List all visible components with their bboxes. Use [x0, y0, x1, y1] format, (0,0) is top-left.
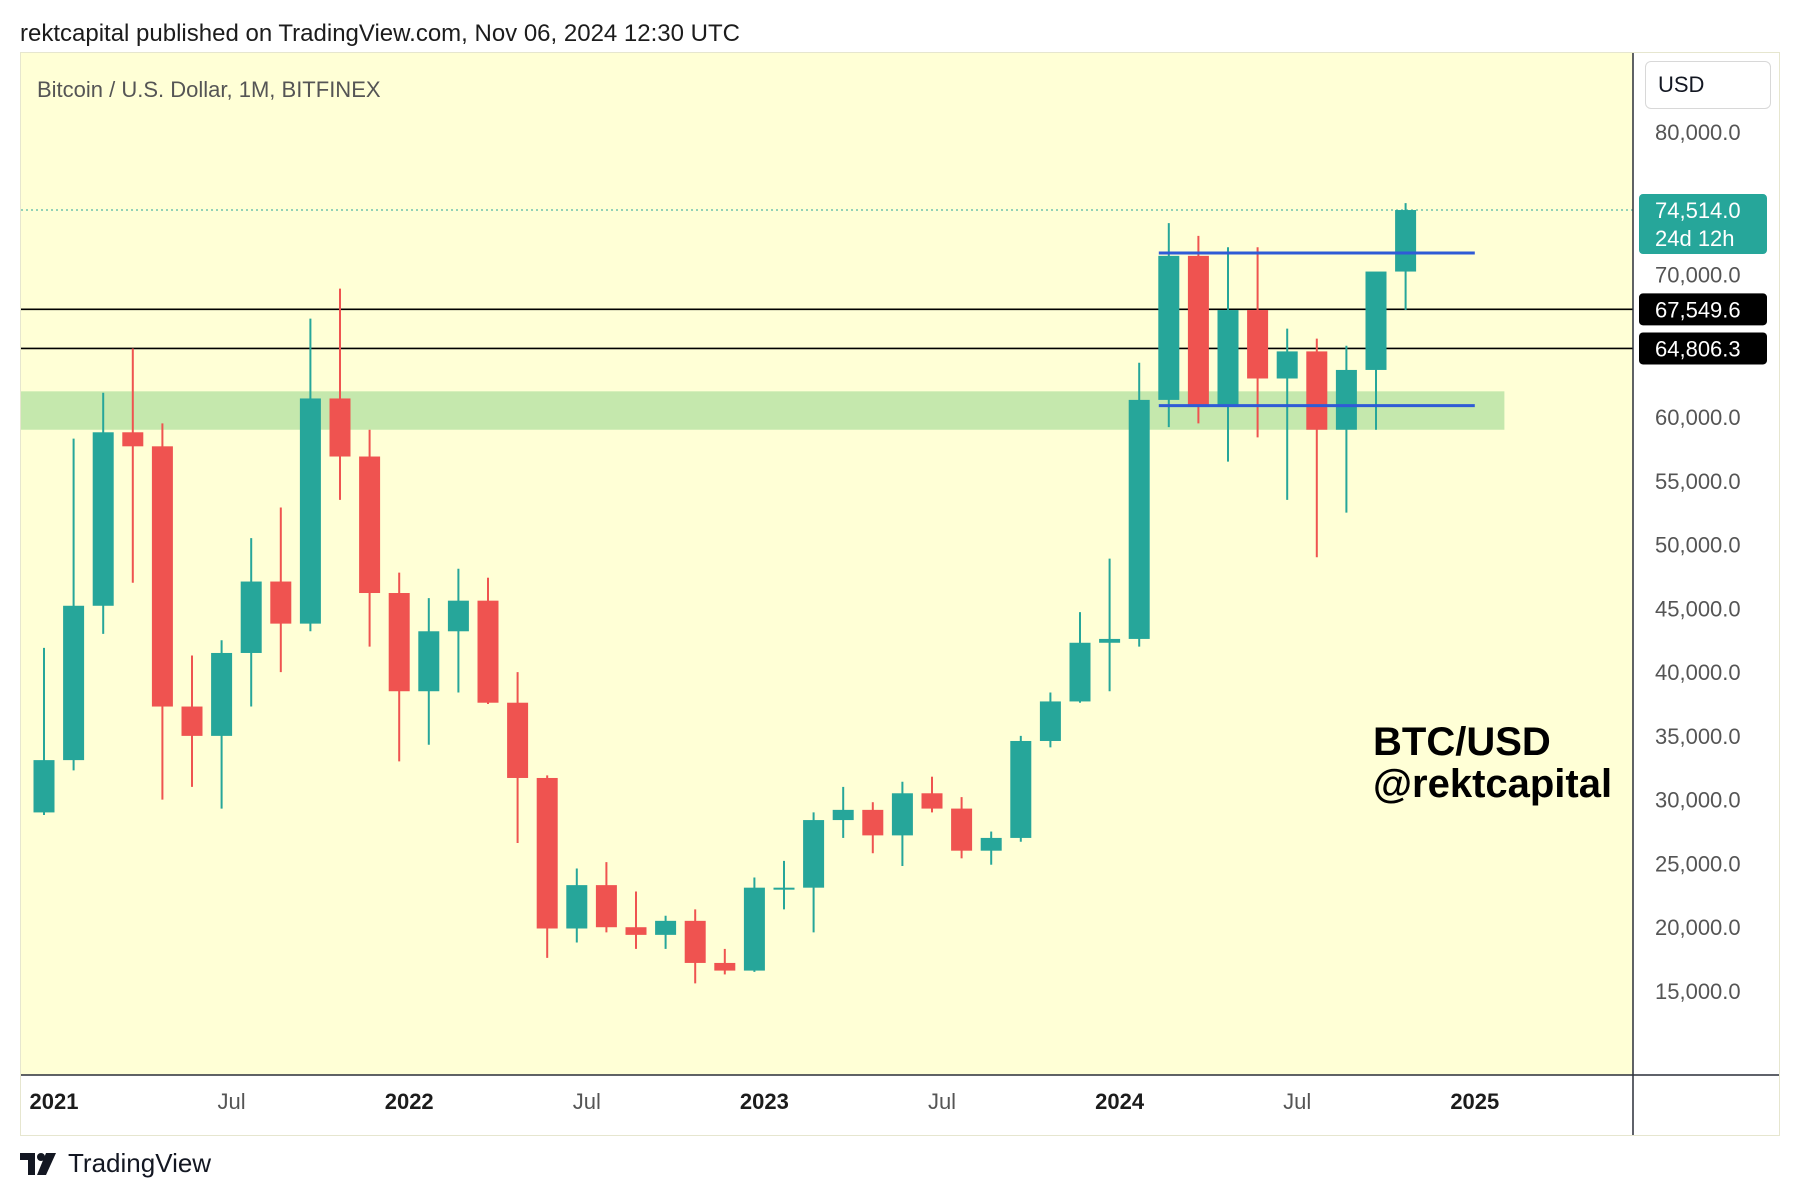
candle-body[interactable]: [655, 920, 677, 935]
candle-body[interactable]: [388, 593, 410, 692]
candle-body[interactable]: [1217, 310, 1239, 408]
watermark-author: @rektcapital: [1373, 762, 1613, 806]
x-tick-label: 2022: [385, 1089, 434, 1114]
y-tick-label: 15,000.0: [1655, 979, 1741, 1004]
candle-body[interactable]: [536, 777, 558, 929]
currency-button[interactable]: USD: [1645, 61, 1771, 109]
candle-body[interactable]: [566, 885, 588, 929]
last-price-tag: [1639, 194, 1767, 255]
candle-body[interactable]: [891, 793, 913, 836]
candle-body[interactable]: [92, 432, 114, 606]
watermark-pair: BTC/USD: [1373, 720, 1551, 764]
level-price-text: 67,549.6: [1655, 297, 1741, 322]
candle-body[interactable]: [1395, 210, 1417, 272]
candle-body[interactable]: [211, 652, 233, 736]
chart-frame: 15,000.0 20,000.0 25,000.0 30,000.0 35,000.0…: [20, 52, 1780, 1136]
tradingview-logo[interactable]: TradingView: [20, 1148, 211, 1179]
x-tick-label: Jul: [218, 1089, 246, 1114]
support-zone: [21, 391, 1505, 430]
x-tick-label: Jul: [573, 1089, 601, 1114]
candle-body[interactable]: [418, 631, 440, 692]
candle-body[interactable]: [862, 809, 884, 836]
candle-body[interactable]: [329, 398, 351, 457]
candle-body[interactable]: [743, 887, 765, 971]
candle-body[interactable]: [1128, 399, 1150, 639]
candle-body[interactable]: [980, 837, 1002, 851]
y-tick-label: 50,000.0: [1655, 533, 1741, 558]
publish-header: rektcapital published on TradingView.com…: [20, 20, 740, 47]
candle-body[interactable]: [507, 702, 529, 778]
candle-body[interactable]: [181, 706, 203, 736]
candle-body[interactable]: [477, 600, 499, 703]
symbol-title: Bitcoin / U.S. Dollar, 1M, BITFINEX: [37, 77, 381, 102]
candle-body[interactable]: [832, 809, 854, 821]
level-price-tag: [1639, 293, 1767, 326]
y-tick-label: 40,000.0: [1655, 660, 1741, 685]
x-tick-label: 2023: [740, 1089, 789, 1114]
candle-body[interactable]: [921, 793, 943, 809]
y-tick-label: 60,000.0: [1655, 405, 1741, 430]
x-tick-label: Jul: [928, 1089, 956, 1114]
candle-body[interactable]: [1099, 638, 1121, 643]
candle-body[interactable]: [1306, 351, 1328, 430]
tradingview-wordmark: TradingView: [68, 1148, 212, 1178]
candle-body[interactable]: [1187, 255, 1209, 408]
candle-body[interactable]: [1335, 369, 1357, 430]
candle-body[interactable]: [1039, 701, 1061, 741]
candlestick-chart: 15,000.0 20,000.0 25,000.0 30,000.0 35,000.0…: [21, 53, 1779, 1135]
x-tick-label: 2021: [30, 1089, 79, 1114]
candle-body[interactable]: [1069, 642, 1091, 702]
candle-body[interactable]: [270, 581, 292, 624]
candle-body[interactable]: [240, 581, 262, 653]
candle-body[interactable]: [33, 760, 55, 813]
y-tick-label: 80,000.0: [1655, 120, 1741, 145]
candle-body[interactable]: [447, 600, 469, 632]
candle-body[interactable]: [299, 398, 321, 624]
tradingview-icon: [20, 1152, 56, 1175]
candle-body[interactable]: [803, 820, 825, 888]
candle-body[interactable]: [63, 605, 85, 761]
candle-body[interactable]: [625, 927, 647, 935]
candle-body[interactable]: [151, 446, 173, 707]
x-tick-label: 2024: [1095, 1089, 1145, 1114]
level-price-tag: [1639, 332, 1767, 365]
candle-body[interactable]: [359, 456, 381, 594]
candle-countdown: 24d 12h: [1655, 226, 1735, 251]
candle-body[interactable]: [1276, 351, 1298, 379]
y-tick-label: 35,000.0: [1655, 724, 1741, 749]
candle-body[interactable]: [714, 962, 736, 971]
candle-body[interactable]: [122, 432, 144, 447]
candle-body[interactable]: [1247, 310, 1269, 379]
candle-body[interactable]: [684, 920, 706, 963]
candle-body[interactable]: [1010, 740, 1032, 838]
y-tick-label: 55,000.0: [1655, 469, 1741, 494]
y-tick-label: 25,000.0: [1655, 851, 1741, 876]
x-tick-label: 2025: [1450, 1089, 1499, 1114]
y-tick-label: 20,000.0: [1655, 915, 1741, 940]
candle-body[interactable]: [1365, 271, 1387, 370]
plot-area[interactable]: [21, 53, 1633, 1075]
last-price-text: 74,514.0: [1655, 198, 1741, 223]
y-tick-label: 45,000.0: [1655, 596, 1741, 621]
chart-watermark: BTC/USD @rektcapital: [1373, 721, 1612, 805]
candle-body[interactable]: [773, 887, 795, 890]
x-tick-label: Jul: [1283, 1089, 1311, 1114]
candle-body[interactable]: [1158, 255, 1180, 400]
candle-body[interactable]: [951, 808, 973, 851]
candle-body[interactable]: [595, 885, 617, 928]
y-tick-label: 70,000.0: [1655, 262, 1741, 287]
level-price-text: 64,806.3: [1655, 336, 1741, 361]
y-tick-label: 30,000.0: [1655, 788, 1741, 813]
